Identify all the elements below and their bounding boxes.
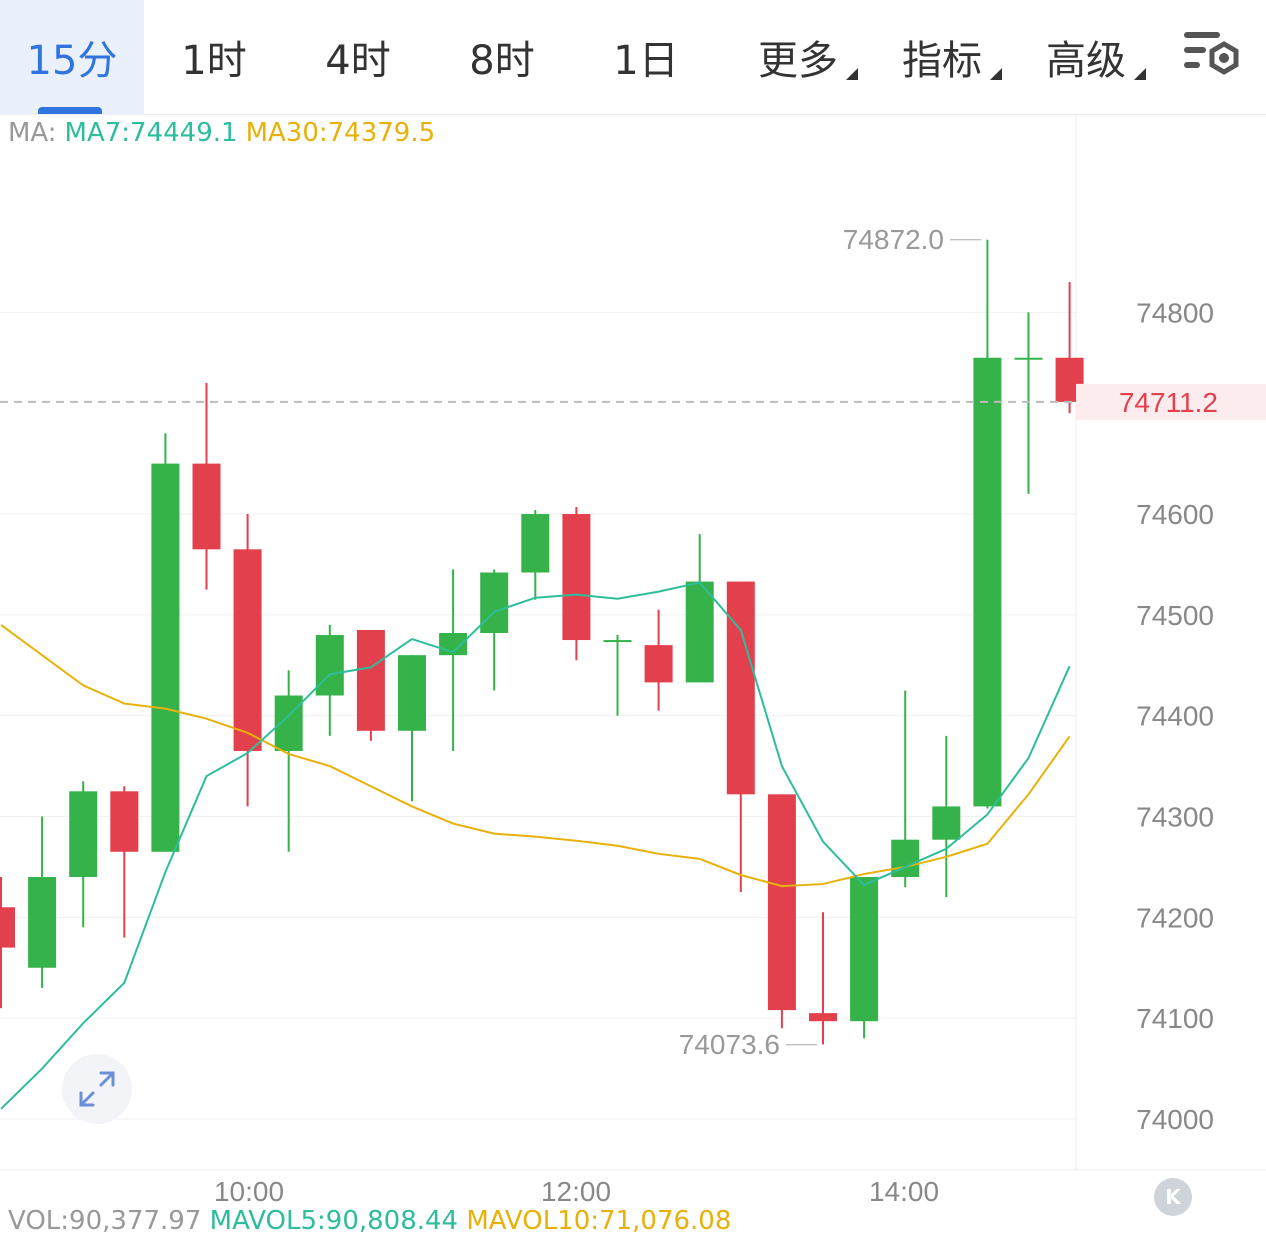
candle-body bbox=[28, 877, 57, 968]
y-tick-label: 74100 bbox=[1136, 1003, 1214, 1034]
max-price-label: 74872.0 bbox=[843, 224, 944, 255]
candlestick-chart[interactable]: 74000 74100 74200 74300 74400 74500 74600 74800… bbox=[0, 114, 1266, 1206]
candle-body bbox=[1014, 357, 1043, 360]
candle-body bbox=[767, 794, 796, 1011]
tab-more[interactable]: 更多 bbox=[736, 0, 860, 114]
min-price-label: 74073.6 bbox=[679, 1029, 780, 1060]
ma30-line bbox=[0, 624, 1071, 888]
dropdown-triangle-icon bbox=[846, 68, 858, 80]
candle-body bbox=[932, 806, 961, 840]
candle-body bbox=[521, 514, 550, 573]
candle-body bbox=[151, 463, 180, 852]
candle-body bbox=[685, 581, 714, 683]
y-tick-label: 74600 bbox=[1136, 499, 1214, 530]
x-tick-label: 12:00 bbox=[541, 1176, 611, 1206]
y-tick-label: 74800 bbox=[1136, 297, 1214, 328]
tab-advanced[interactable]: 高级 bbox=[1024, 0, 1148, 114]
k-scroll-button[interactable]: K bbox=[1154, 1178, 1192, 1216]
expand-chart-button[interactable] bbox=[62, 1054, 132, 1124]
timeframe-tab-bar: 15分 1时 4时 8时 1日 更多 指标 高级 bbox=[0, 0, 1266, 115]
tab-15m[interactable]: 15分 bbox=[0, 0, 144, 114]
tab-1h[interactable]: 1时 bbox=[144, 0, 284, 114]
y-tick-label: 74300 bbox=[1136, 802, 1214, 833]
candle-body bbox=[110, 791, 139, 852]
y-tick-label: 74000 bbox=[1136, 1104, 1214, 1135]
candle-body bbox=[480, 572, 509, 633]
mavol10-value: MAVOL10:71,076.08 bbox=[466, 1206, 732, 1236]
candle-body bbox=[192, 463, 221, 550]
y-tick-label: 74500 bbox=[1136, 600, 1214, 631]
tab-4h[interactable]: 4时 bbox=[288, 0, 428, 114]
tab-label: 15分 bbox=[26, 38, 118, 84]
candle-body bbox=[0, 907, 15, 948]
vol-value: VOL:90,377.97 bbox=[8, 1206, 202, 1236]
tab-label: 8时 bbox=[469, 38, 535, 84]
mavol5-value: MAVOL5:90,808.44 bbox=[209, 1206, 459, 1236]
candle-body bbox=[562, 514, 591, 641]
tab-label: 1日 bbox=[613, 38, 679, 84]
x-tick-label: 14:00 bbox=[869, 1176, 939, 1206]
chart-settings-icon[interactable] bbox=[1180, 30, 1244, 84]
ma7-line bbox=[0, 581, 1071, 1110]
ma7-value: MA7:74449.1 bbox=[64, 118, 238, 148]
last-price-label: 74711.2 bbox=[1119, 387, 1218, 418]
candle-body bbox=[726, 581, 755, 795]
candle-body bbox=[973, 357, 1002, 807]
ma30-value: MA30:74379.5 bbox=[245, 118, 436, 148]
ma-prefix: MA: bbox=[8, 118, 57, 148]
tab-label: 4时 bbox=[325, 38, 391, 84]
y-tick-label: 74400 bbox=[1136, 701, 1214, 732]
tab-1d[interactable]: 1日 bbox=[576, 0, 716, 114]
ma-legend: MA: MA7:74449.1 MA30:74379.5 bbox=[8, 118, 443, 148]
tab-indicators[interactable]: 指标 bbox=[880, 0, 1004, 114]
tab-8h[interactable]: 8时 bbox=[432, 0, 572, 114]
active-tab-indicator bbox=[38, 107, 102, 114]
tab-label: 指标 bbox=[902, 38, 982, 84]
tab-label: 更多 bbox=[758, 38, 838, 84]
volume-legend: VOL:90,377.97 MAVOL5:90,808.44 MAVOL10:7… bbox=[8, 1206, 731, 1236]
dropdown-triangle-icon bbox=[1134, 68, 1146, 80]
candle-body bbox=[644, 645, 673, 683]
tab-label: 1时 bbox=[181, 38, 247, 84]
y-tick-label: 74200 bbox=[1136, 902, 1214, 933]
candle-body bbox=[69, 791, 98, 878]
tab-label: 高级 bbox=[1046, 38, 1126, 84]
x-tick-label: 10:00 bbox=[214, 1176, 284, 1206]
candle-body bbox=[315, 635, 344, 696]
expand-arrows-icon bbox=[79, 1071, 115, 1107]
candle-body bbox=[809, 1013, 837, 1022]
candle-body bbox=[603, 640, 632, 643]
last-price-tag bbox=[1076, 383, 1266, 420]
candle-body bbox=[398, 655, 426, 731]
k-icon: K bbox=[1165, 1185, 1181, 1209]
candle-body bbox=[233, 549, 262, 751]
candle-body bbox=[850, 877, 879, 1022]
dropdown-triangle-icon bbox=[990, 68, 1002, 80]
candle-body bbox=[356, 629, 385, 731]
